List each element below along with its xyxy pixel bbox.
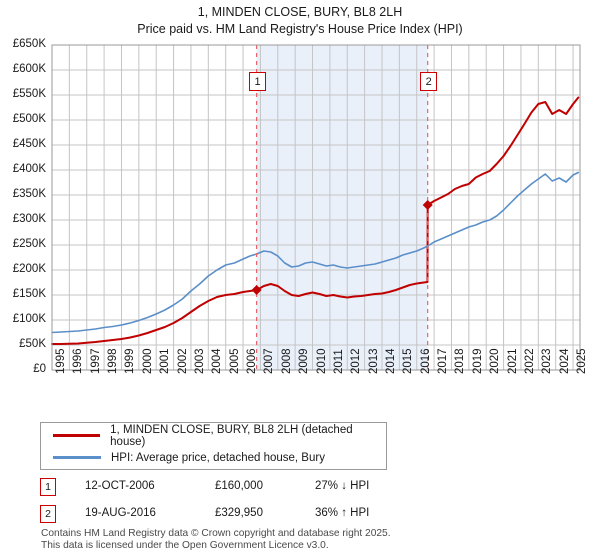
legend-color-swatch (53, 434, 101, 437)
transaction-hpi-delta: 27% ↓ HPI (315, 480, 370, 492)
x-axis-tick-label: 2007 (263, 348, 276, 374)
legend-label: 1, MINDEN CLOSE, BURY, BL8 2LH (detached… (110, 423, 353, 448)
x-axis-tick-label: 2015 (402, 348, 415, 374)
transaction-date: 19-AUG-2016 (85, 507, 156, 519)
legend-item[interactable]: 1, MINDEN CLOSE, BURY, BL8 2LH (detached… (41, 423, 386, 448)
ownership-period-band (256, 45, 428, 370)
x-axis-tick-label: 2011 (332, 349, 345, 374)
y-axis-tick-label: £150K (12, 288, 46, 300)
x-axis-tick-label: 2022 (523, 348, 536, 374)
footer-line-2: This data is licensed under the Open Gov… (41, 540, 329, 551)
y-axis-tick-label: £600K (12, 63, 46, 75)
legend-item[interactable]: HPI: Average price, detached house, Bury (41, 446, 386, 469)
x-axis-tick-label: 2020 (489, 348, 502, 374)
x-axis-tick-label: 2021 (506, 348, 519, 374)
x-axis-tick-label: 2025 (576, 348, 589, 374)
x-axis-tick-label: 2004 (211, 348, 224, 374)
x-axis-tick-label: 1997 (89, 348, 102, 374)
series-price-paid (51, 96, 580, 345)
y-axis-tick-label: £50K (19, 338, 46, 350)
x-axis-tick-label: 2001 (159, 348, 172, 374)
x-axis-tick-label: 1995 (55, 348, 67, 374)
x-axis-tick-label: 2002 (176, 348, 189, 374)
y-axis-tick-label: £400K (12, 163, 46, 175)
plot-border (51, 44, 581, 371)
transaction-index-badge: 2 (40, 505, 56, 523)
transaction-row[interactable]: 1 12-OCT-2006 £160,000 27% ↓ HPI (40, 477, 440, 499)
transaction-row[interactable]: 2 19-AUG-2016 £329,950 36% ↑ HPI (40, 504, 440, 526)
chart-title: 1, MINDEN CLOSE, BURY, BL8 2LH (197, 5, 403, 19)
legend-color-swatch (53, 456, 101, 459)
x-axis-tick-label: 2009 (298, 348, 311, 374)
x-axis-tick-label: 2017 (437, 348, 450, 374)
transaction-price: £329,950 (215, 507, 263, 519)
transaction-index-badge: 1 (40, 478, 56, 496)
sale-point-marker[interactable] (422, 200, 433, 211)
transaction-hpi-delta: 36% ↑ HPI (315, 507, 370, 519)
x-axis-tick-label: 2006 (246, 348, 259, 374)
sale-marker-badge[interactable]: 2 (420, 72, 438, 91)
x-axis-tick-label: 2012 (350, 348, 363, 374)
chart-canvas (51, 44, 581, 371)
sale-marker-badge[interactable]: 1 (249, 72, 267, 91)
legend-label: HPI: Average price, detached house, Bury (111, 451, 325, 464)
y-axis-tick-label: £350K (12, 188, 46, 200)
x-axis-tick-label: 2013 (367, 348, 380, 374)
x-axis-tick-label: 2010 (315, 348, 328, 374)
footer-attribution: Contains HM Land Registry data © Crown c… (41, 528, 521, 552)
x-axis-tick-label: 1998 (107, 348, 120, 374)
y-axis-tick-label: £0 (33, 363, 46, 375)
y-axis-tick-label: £250K (12, 238, 46, 250)
x-axis-tick-label: 2014 (385, 348, 397, 374)
x-axis-tick-label: 1999 (124, 348, 137, 374)
x-axis-tick-label: 2008 (280, 348, 293, 374)
chart-subtitle: Price paid vs. HM Land Registry's House … (137, 22, 463, 36)
y-axis-tick-label: £550K (12, 88, 46, 100)
y-axis-tick-label: £500K (12, 113, 46, 125)
x-axis-tick-label: 2023 (541, 348, 554, 374)
price-chart: £0 £50K £100K £150K £200K £250K £300K £350K £400… (12, 38, 589, 375)
x-axis-tick-label: 2018 (454, 348, 467, 374)
x-axis-tick-label: 2000 (141, 348, 154, 374)
x-axis-tick-label: 1996 (72, 348, 85, 374)
y-axis-tick-label: £650K (12, 38, 46, 50)
x-axis-tick-label: 2016 (419, 348, 432, 374)
y-axis-tick-label: £100K (12, 313, 46, 325)
footer-line-1: Contains HM Land Registry data © Crown c… (41, 528, 391, 539)
transaction-price: £160,000 (215, 480, 263, 492)
y-axis-tick-label: £450K (12, 138, 46, 150)
x-axis-tick-label: 2019 (471, 348, 484, 374)
transaction-date: 12-OCT-2006 (85, 480, 155, 492)
y-axis-tick-label: £200K (12, 263, 46, 275)
x-axis-tick-label: 2003 (193, 348, 206, 374)
y-axis-tick-label: £300K (12, 213, 46, 225)
x-axis-tick-label: 2024 (558, 348, 571, 374)
x-axis-tick-label: 2005 (228, 348, 241, 374)
chart-legend: 1, MINDEN CLOSE, BURY, BL8 2LH (detached… (40, 422, 387, 470)
series-hpi-average (51, 171, 580, 334)
sale-point-marker[interactable] (251, 285, 262, 295)
